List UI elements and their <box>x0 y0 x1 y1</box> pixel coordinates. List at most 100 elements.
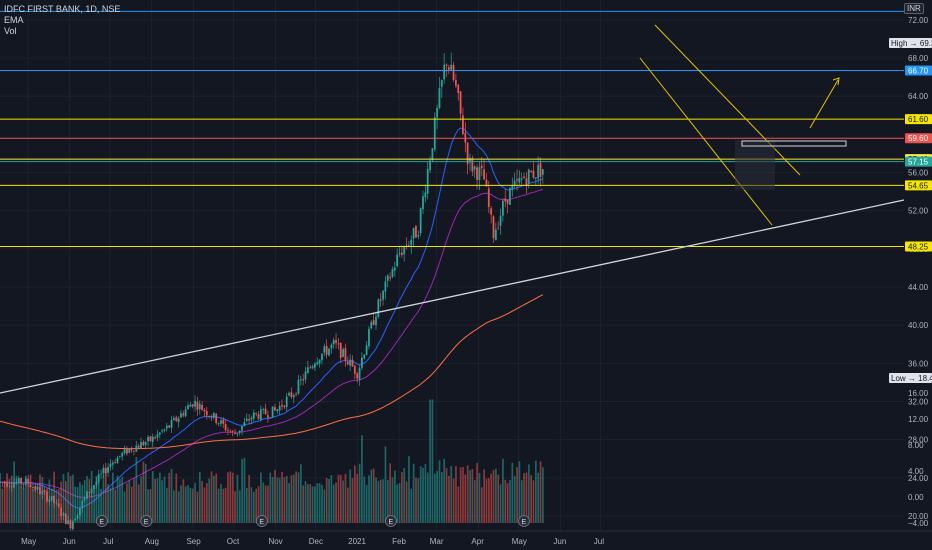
volume-bar <box>8 478 11 523</box>
candle-body <box>227 429 229 431</box>
candle-body <box>62 512 65 516</box>
candle-body <box>309 367 312 369</box>
candle-body <box>269 417 272 419</box>
candle-body <box>90 489 93 493</box>
volume-bar <box>234 491 236 523</box>
candle-body <box>158 432 161 435</box>
candle-body <box>447 67 450 70</box>
candle-body <box>365 345 368 356</box>
candle-body <box>375 316 377 326</box>
level-price-tag <box>905 180 932 191</box>
candle-body <box>527 169 530 184</box>
volume-bar <box>518 461 521 523</box>
candle-body <box>100 473 102 475</box>
candle-body <box>370 321 373 329</box>
candle-body <box>440 80 443 87</box>
volume-bar <box>363 476 366 523</box>
volume-bar <box>250 487 253 523</box>
level-price-tag-text: 59.60 <box>908 134 929 143</box>
candle-body <box>363 354 366 359</box>
volume-bar <box>140 476 142 523</box>
symbol-title[interactable]: IDFC FIRST BANK, 1D, NSE <box>4 4 121 14</box>
volume-bar <box>149 489 152 523</box>
ema-indicator-label[interactable]: EMA <box>4 15 24 25</box>
volume-bar <box>20 486 23 523</box>
volume-bar <box>41 477 44 523</box>
volume-bar <box>375 477 377 523</box>
earnings-marker <box>96 515 108 527</box>
support-trendline <box>0 199 905 394</box>
volume-bar <box>154 478 156 523</box>
volume-bar <box>520 480 523 523</box>
volume-bar <box>102 475 105 523</box>
candle-body <box>104 467 107 474</box>
volume-bar <box>384 446 387 523</box>
candle-body <box>234 433 236 434</box>
volume-bar <box>126 483 128 523</box>
price-axis-tick: 36.00 <box>908 359 929 368</box>
candle-body <box>93 485 95 489</box>
volume-bar <box>39 474 41 523</box>
volume-bar <box>18 483 20 523</box>
candle-body <box>248 419 250 421</box>
price-axis-tick: 24.00 <box>908 474 929 483</box>
volume-bar <box>462 467 464 523</box>
volume-bar <box>50 488 53 523</box>
volume-bar <box>22 487 25 523</box>
price-axis-tick: 72.00 <box>908 16 929 25</box>
candle-body <box>516 179 518 181</box>
candle-body <box>480 165 483 169</box>
volume-indicator-label[interactable]: Vol <box>4 26 17 36</box>
volume-bar <box>459 467 462 523</box>
volume-bar <box>344 473 347 523</box>
candle-body <box>205 411 208 416</box>
breakout-arrowhead <box>832 77 840 86</box>
candle-body <box>513 180 516 186</box>
volume-bar <box>271 476 274 523</box>
price-axis-tick: 20.00 <box>908 512 929 521</box>
candle-body <box>29 484 32 488</box>
candle-body <box>184 409 187 417</box>
level-price-tag-text: 48.25 <box>908 242 929 251</box>
volume-bar <box>511 462 514 523</box>
volume-bar <box>438 460 441 523</box>
candle-body <box>302 379 305 381</box>
candle-body <box>27 478 30 484</box>
candle-body <box>215 413 218 423</box>
candle-body <box>511 185 514 190</box>
candle-body <box>255 412 258 414</box>
volume-bar <box>328 478 330 523</box>
time-axis-label: Jun <box>553 537 566 546</box>
candle-body <box>69 520 72 529</box>
candle-body <box>328 348 330 356</box>
volume-bar <box>408 456 410 523</box>
price-axis-tick: 40.00 <box>908 321 929 330</box>
volume-bar <box>485 478 488 523</box>
volume-bar <box>424 463 427 523</box>
candle-body <box>10 486 13 488</box>
volume-bar <box>137 484 140 523</box>
volume-bar <box>36 491 39 523</box>
channel-upper-line <box>654 24 801 176</box>
candle-body <box>74 519 77 521</box>
price-axis-tick: 68.00 <box>908 54 929 63</box>
currency-badge[interactable]: INR <box>904 3 924 14</box>
volume-bar <box>229 471 232 523</box>
candle-body <box>450 64 453 70</box>
candle-body <box>471 158 474 172</box>
candle-body <box>210 417 213 419</box>
volume-bar <box>166 487 168 523</box>
candle-body <box>111 462 114 465</box>
volume-bar <box>332 484 335 523</box>
volume-bar <box>361 435 363 523</box>
candle-body <box>431 148 434 160</box>
volume-bar <box>450 465 453 523</box>
candle-body <box>3 482 6 484</box>
volume-bar <box>262 482 265 523</box>
candle-body <box>330 344 333 349</box>
volume-bar <box>65 481 67 523</box>
volume-bar <box>509 480 511 523</box>
candle-body <box>271 406 274 418</box>
candle-body <box>492 216 495 239</box>
